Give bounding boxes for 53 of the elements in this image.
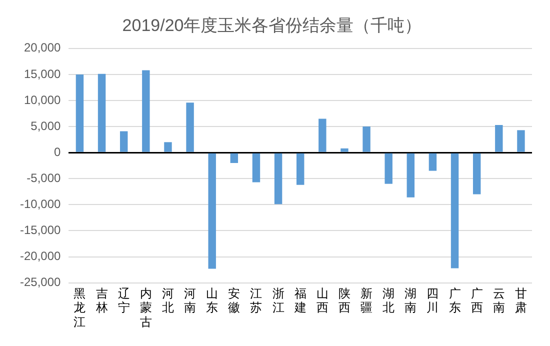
x-tick-label: 四川 — [426, 286, 439, 315]
x-tick-label: 湖北 — [382, 286, 395, 315]
y-tick-label: 15,000 — [24, 66, 62, 81]
bar — [296, 153, 304, 185]
x-tick-label: 山东 — [206, 286, 218, 315]
y-tick-label: 20,000 — [24, 40, 62, 55]
x-tick-label: 河北 — [162, 286, 174, 315]
y-tick-label: -15,000 — [20, 223, 62, 238]
x-tick-label: 陕西 — [338, 286, 350, 315]
x-tick-label: 山西 — [316, 286, 328, 315]
x-tick-label: 内蒙古 — [140, 286, 152, 330]
bar — [76, 74, 84, 152]
bar — [274, 153, 282, 204]
bar — [164, 142, 172, 152]
bar — [472, 153, 481, 194]
y-tick-label: -20,000 — [20, 249, 62, 264]
x-tick-label: 湖南 — [404, 286, 417, 315]
bar — [406, 153, 415, 198]
y-tick-label: 5,000 — [30, 118, 62, 133]
x-tick-label: 安徽 — [228, 286, 240, 315]
bar — [208, 153, 216, 269]
x-tick-label: 甘肃 — [514, 286, 527, 315]
bar — [142, 70, 150, 152]
x-tick-label: 吉林 — [94, 286, 108, 315]
x-tick-label: 辽宁 — [118, 286, 130, 315]
bar — [517, 130, 525, 152]
bar — [362, 126, 370, 152]
bar — [252, 153, 260, 182]
y-tick-label: -10,000 — [20, 196, 62, 211]
y-tick-label: 10,000 — [24, 92, 62, 107]
bar — [495, 124, 503, 152]
x-tick-label: 云南 — [492, 286, 505, 315]
x-tick-label: 江苏 — [250, 286, 262, 315]
bar — [120, 131, 128, 152]
x-tick-label: 广东 — [448, 286, 461, 315]
x-tick-label: 福建 — [293, 286, 306, 315]
bar — [318, 118, 326, 152]
x-tick-label: 黑龙江 — [74, 286, 86, 330]
bar — [98, 74, 106, 152]
x-tick-label: 广西 — [470, 286, 483, 315]
x-tick-label: 新疆 — [360, 286, 373, 315]
bar — [230, 153, 238, 163]
x-tick-label: 浙江 — [272, 286, 284, 315]
bar — [450, 153, 459, 268]
chart-title: 2019/20年度玉米各省份结余量（千吨） — [122, 16, 422, 35]
bar — [340, 148, 348, 152]
bar — [384, 153, 392, 184]
y-tick-label: -25,000 — [20, 275, 62, 290]
bar — [186, 102, 194, 152]
y-tick-label: 0 — [54, 144, 62, 159]
x-tick-label: 河南 — [184, 286, 196, 315]
bar — [428, 153, 437, 171]
y-tick-label: -5,000 — [26, 170, 62, 185]
